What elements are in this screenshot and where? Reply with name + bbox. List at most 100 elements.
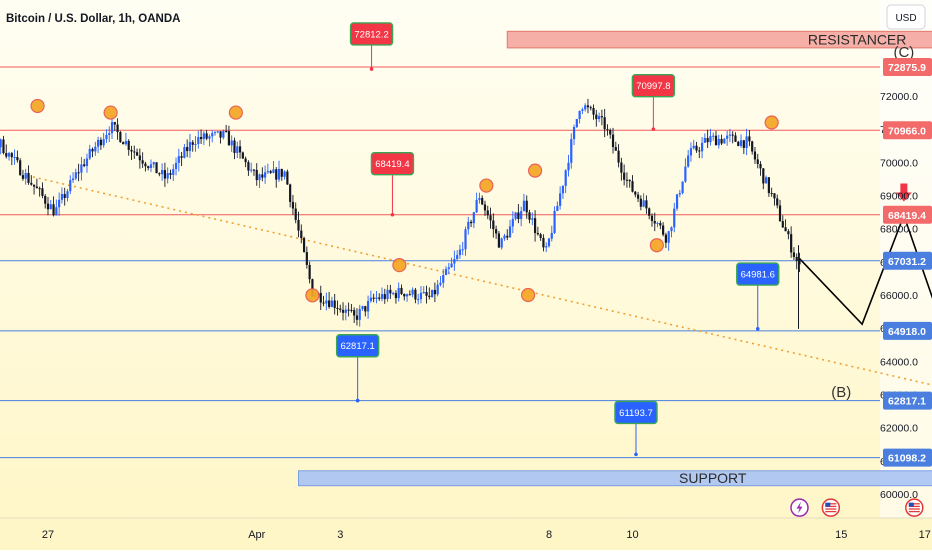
candle-body <box>534 218 536 233</box>
currency-button[interactable]: USD <box>887 5 925 29</box>
level-tag-label: 62817.1 <box>888 396 926 408</box>
lightning-icon-0[interactable] <box>791 499 808 516</box>
candle-body <box>320 293 322 303</box>
candle-body <box>200 137 202 139</box>
candle-body <box>297 220 299 231</box>
candle-body <box>147 166 149 168</box>
swing-marker-3 <box>229 106 242 119</box>
candle-body <box>208 136 210 138</box>
candle-body <box>309 265 311 279</box>
candle-body <box>281 169 283 177</box>
candle-body <box>690 148 692 155</box>
candle-body <box>562 186 564 194</box>
candle-body <box>72 179 74 181</box>
candle-body <box>97 140 99 147</box>
flag-stripe <box>825 511 836 512</box>
candle-body <box>192 142 194 145</box>
candle-body <box>773 193 775 198</box>
candle-body <box>606 129 608 130</box>
candle-body <box>584 105 586 109</box>
candle-body <box>275 169 277 179</box>
candle-body <box>55 207 57 215</box>
candle-body <box>682 182 684 194</box>
level-tag-label: 64918.0 <box>888 326 926 338</box>
candle-body <box>211 133 213 136</box>
candle-body <box>737 142 739 146</box>
candle-body <box>573 127 575 139</box>
candle-body <box>540 234 542 238</box>
candle-body <box>704 138 706 143</box>
candle-body <box>336 308 338 309</box>
candle-body <box>253 170 255 171</box>
candle-body <box>384 294 386 299</box>
level-tag-label: 70966.0 <box>888 125 926 137</box>
candle-body <box>66 191 68 198</box>
candle-body <box>743 140 745 148</box>
callout-label: 70997.8 <box>636 81 670 92</box>
candle-body <box>431 290 433 297</box>
price-tick-4: 68000.0 <box>880 224 918 236</box>
candle-body <box>787 231 789 234</box>
candle-body <box>428 296 430 297</box>
candle-body <box>734 135 736 141</box>
candle-body <box>350 310 352 311</box>
candle-body <box>286 172 288 185</box>
candle-body <box>353 310 355 315</box>
candle-body <box>322 303 324 304</box>
candle-body <box>378 298 380 299</box>
candle-body <box>41 188 43 196</box>
callout-point <box>652 127 656 131</box>
swing-marker-7 <box>522 289 535 302</box>
candle-body <box>590 107 592 108</box>
time-tick-4: 10 <box>626 529 638 541</box>
candle-body <box>414 290 416 300</box>
candle-body <box>784 227 786 231</box>
candle-body <box>445 269 447 275</box>
candle-body <box>194 144 196 145</box>
candle-270 <box>676 194 678 211</box>
candle-body <box>487 210 489 215</box>
candle-body <box>80 164 82 172</box>
candle-70 <box>119 131 121 143</box>
candle-body <box>473 212 475 223</box>
candle-body <box>245 159 247 163</box>
candle-body <box>409 294 411 295</box>
candle-body <box>695 146 697 151</box>
candle-body <box>64 194 66 198</box>
candle-body <box>417 299 419 300</box>
candle-body <box>662 225 664 234</box>
candle-body <box>765 177 767 183</box>
candle-body <box>395 293 397 298</box>
candle-body <box>69 180 71 191</box>
us-flag-icon-1[interactable] <box>822 499 839 516</box>
candle-body <box>250 170 252 171</box>
candle-body <box>598 116 600 119</box>
candle-body <box>27 173 29 183</box>
candle-body <box>437 285 439 295</box>
candle-body <box>453 259 455 263</box>
candle-body <box>153 162 155 164</box>
candle-body <box>523 201 525 211</box>
candle-body <box>501 238 503 247</box>
candle-body <box>331 300 333 306</box>
candle-body <box>356 316 358 320</box>
candle-body <box>139 156 141 161</box>
candle-body <box>130 150 132 152</box>
callout-label: 62817.1 <box>340 341 374 352</box>
candle-body <box>345 310 347 313</box>
candle-body <box>526 201 528 213</box>
candle-body <box>676 194 678 208</box>
candle-body <box>520 211 522 219</box>
candle-body <box>111 122 113 133</box>
candle-body <box>91 149 93 151</box>
us-flag-icon-2[interactable] <box>906 499 923 516</box>
candle-body <box>771 193 773 194</box>
candle-body <box>679 193 681 194</box>
candle-body <box>16 157 18 160</box>
candle-body <box>30 183 32 185</box>
price-tick-12: 60000.0 <box>880 489 918 501</box>
time-tick-1: Apr <box>248 529 265 541</box>
candle-182 <box>431 290 433 298</box>
candle-body <box>478 198 480 200</box>
